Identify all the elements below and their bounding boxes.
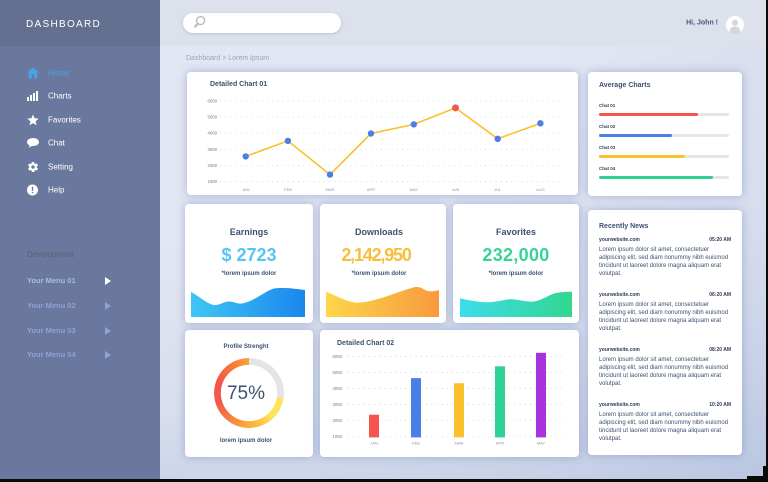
svg-text:3000: 3000 [207, 147, 217, 152]
svg-text:1000: 1000 [332, 434, 342, 439]
svg-text:APR: APR [496, 441, 504, 446]
svg-text:APR: APR [367, 187, 375, 192]
svg-text:4000: 4000 [207, 131, 217, 136]
svg-text:FEB: FEB [284, 187, 292, 192]
svg-text:2000: 2000 [332, 418, 342, 423]
svg-text:MAR: MAR [455, 441, 464, 446]
svg-text:2000: 2000 [207, 163, 217, 168]
svg-text:6000: 6000 [207, 99, 217, 104]
svg-text:MAR: MAR [326, 187, 335, 192]
svg-text:JUL: JUL [494, 187, 502, 192]
svg-text:5000: 5000 [207, 115, 217, 120]
svg-text:JUN: JUN [452, 187, 460, 192]
svg-text:4000: 4000 [332, 386, 342, 391]
svg-text:6000: 6000 [332, 354, 342, 359]
svg-text:3000: 3000 [332, 402, 342, 407]
svg-text:JAN: JAN [242, 187, 250, 192]
svg-text:AUG: AUG [536, 187, 545, 192]
svg-text:FEB: FEB [412, 441, 420, 446]
svg-text:JAN: JAN [370, 441, 378, 446]
svg-text:1000: 1000 [207, 179, 217, 184]
svg-text:MAY: MAY [537, 441, 546, 446]
svg-text:5000: 5000 [332, 370, 342, 375]
svg-text:MAY: MAY [410, 187, 419, 192]
